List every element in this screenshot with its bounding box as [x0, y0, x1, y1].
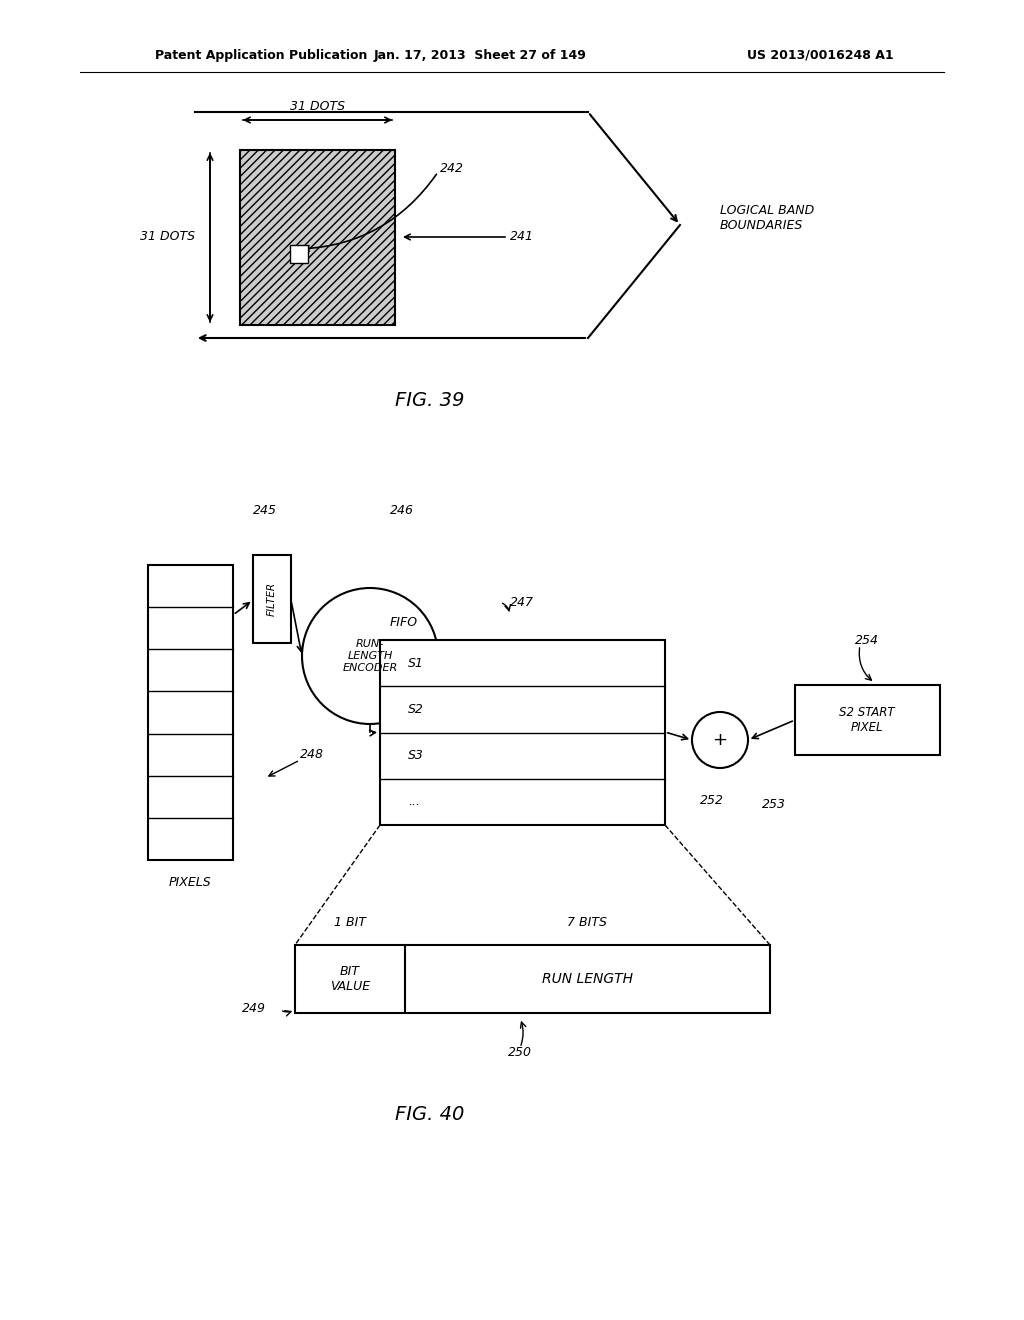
Text: 241: 241	[510, 231, 534, 243]
Text: +: +	[713, 731, 727, 748]
Text: S1: S1	[408, 656, 424, 669]
Text: 245: 245	[253, 503, 278, 516]
Text: RUN LENGTH: RUN LENGTH	[542, 972, 633, 986]
Text: 247: 247	[510, 595, 534, 609]
Bar	[148, 565, 233, 861]
Text: ...: ...	[408, 796, 420, 808]
Bar	[253, 554, 291, 643]
Bar	[380, 640, 665, 825]
Text: 1 BIT: 1 BIT	[334, 916, 366, 929]
Text: 249: 249	[242, 1002, 266, 1015]
Text: 254: 254	[855, 634, 879, 647]
Text: S3: S3	[408, 750, 424, 762]
Text: FILTER: FILTER	[267, 582, 278, 616]
Text: 250: 250	[508, 1045, 532, 1059]
Text: 253: 253	[762, 799, 786, 812]
Text: PIXELS: PIXELS	[169, 875, 211, 888]
Text: US 2013/0016248 A1: US 2013/0016248 A1	[746, 49, 893, 62]
Text: FIFO: FIFO	[390, 615, 418, 628]
Text: 31 DOTS: 31 DOTS	[140, 231, 196, 243]
Bar	[290, 246, 308, 263]
Text: LOGICAL BAND
BOUNDARIES: LOGICAL BAND BOUNDARIES	[720, 205, 814, 232]
Bar	[240, 150, 395, 325]
Text: Patent Application Publication: Patent Application Publication	[155, 49, 368, 62]
Text: 252: 252	[700, 793, 724, 807]
Bar	[795, 685, 940, 755]
Text: Jan. 17, 2013  Sheet 27 of 149: Jan. 17, 2013 Sheet 27 of 149	[374, 49, 587, 62]
Text: 248: 248	[300, 748, 324, 762]
Text: 7 BITS: 7 BITS	[567, 916, 607, 929]
Text: RUN-
LENGTH
ENCODER: RUN- LENGTH ENCODER	[342, 639, 397, 673]
Text: FIG. 40: FIG. 40	[395, 1106, 465, 1125]
Text: S2: S2	[408, 702, 424, 715]
Bar	[295, 945, 770, 1012]
Text: FIG. 39: FIG. 39	[395, 391, 465, 409]
Text: BIT
VALUE: BIT VALUE	[330, 965, 370, 993]
Text: 31 DOTS: 31 DOTS	[290, 99, 344, 112]
Text: 246: 246	[390, 503, 414, 516]
Text: 242: 242	[440, 161, 464, 174]
Text: S2 START
PIXEL: S2 START PIXEL	[840, 706, 895, 734]
